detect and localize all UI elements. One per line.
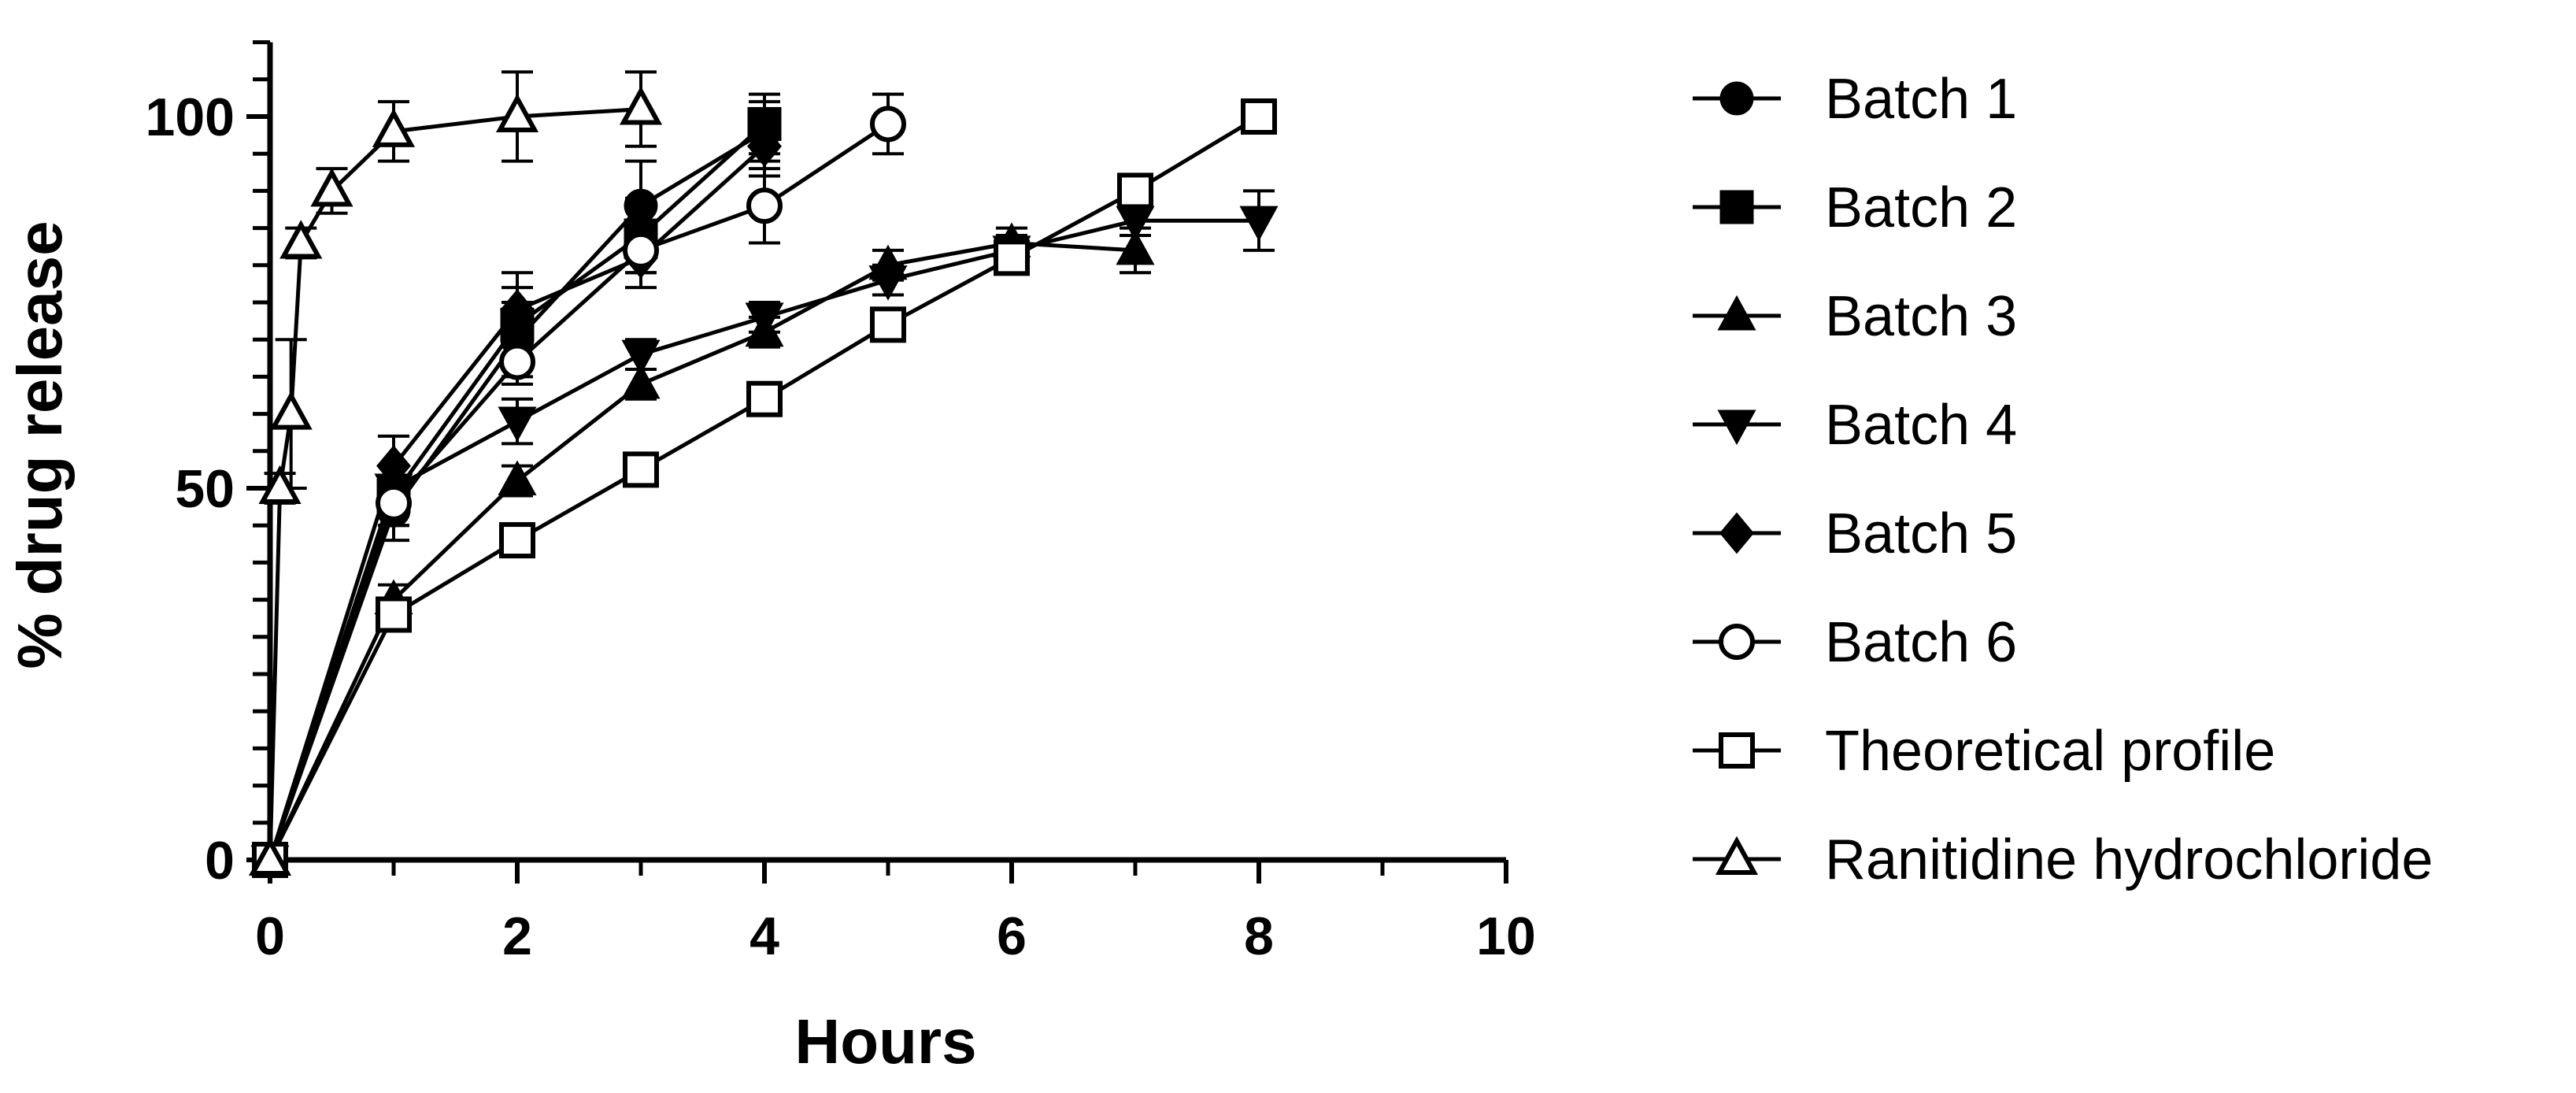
data-point — [495, 93, 539, 132]
legend-item: Batch 4 — [1693, 394, 2017, 457]
data-point — [994, 239, 1030, 276]
legend-label: Batch 3 — [1825, 285, 2017, 348]
data-point — [1241, 98, 1277, 135]
legend-marker — [1719, 81, 1754, 116]
data-point — [621, 363, 661, 399]
legend-item: Batch 2 — [1693, 176, 2017, 239]
data-point — [746, 187, 783, 224]
legend-label: Batch 4 — [1825, 394, 2017, 457]
data-point — [621, 339, 661, 376]
data-point — [499, 522, 535, 559]
data-point — [746, 380, 783, 417]
data-point — [619, 86, 663, 125]
legend-label: Batch 2 — [1825, 176, 2017, 239]
data-point — [745, 302, 784, 338]
data-point — [1116, 229, 1155, 265]
legend-marker — [1715, 835, 1759, 875]
data-point — [623, 232, 659, 269]
data-point — [498, 460, 537, 496]
data-point — [870, 106, 906, 143]
data-point — [870, 306, 906, 343]
series-line — [268, 144, 766, 861]
legend-marker — [1719, 190, 1754, 224]
x-tick-label: 0 — [255, 906, 285, 966]
legend-marker — [1719, 512, 1754, 554]
data-point — [868, 265, 908, 301]
series-6 — [252, 92, 906, 878]
legend-marker — [1717, 409, 1756, 446]
y-tick-label: 50 — [175, 459, 235, 519]
legend-label: Batch 5 — [1825, 502, 2017, 565]
legend-marker — [1717, 295, 1756, 331]
legend-label: Ranitidine hydrochloride — [1825, 828, 2433, 891]
legend-marker — [1719, 624, 1755, 660]
x-tick-label: 2 — [502, 906, 532, 966]
series-line — [268, 240, 1136, 861]
series-3 — [250, 222, 1155, 875]
data-point — [623, 451, 659, 488]
x-tick-label: 4 — [749, 906, 779, 966]
data-point — [376, 484, 412, 521]
series-8 — [248, 70, 663, 876]
legend-label: Batch 6 — [1825, 611, 2017, 674]
data-point — [499, 343, 535, 380]
y-tick-label: 0 — [205, 831, 235, 891]
data-point — [376, 596, 412, 633]
legend-item: Batch 3 — [1693, 285, 2017, 348]
data-point — [279, 220, 323, 259]
data-point — [1239, 206, 1279, 242]
data-point — [372, 108, 416, 147]
axes: 0 50 100 0 2 4 6 8 10 — [146, 40, 1536, 966]
data-point — [1117, 172, 1153, 209]
x-tick-label: 8 — [1244, 906, 1274, 966]
x-axis-title: Hours — [794, 1006, 976, 1076]
y-tick-label: 100 — [146, 87, 235, 147]
legend-item: Batch 5 — [1693, 502, 2017, 565]
data-point — [500, 289, 535, 331]
data-point — [258, 465, 302, 504]
legend-item: Theoretical profile — [1693, 720, 2275, 783]
x-tick-label: 6 — [997, 906, 1027, 966]
legend-label: Theoretical profile — [1825, 720, 2275, 783]
legend-item: Batch 1 — [1693, 68, 2017, 131]
legend-marker — [1719, 732, 1755, 769]
data-point — [310, 168, 353, 207]
y-axis-title: % drug release — [5, 220, 75, 669]
legend-item: Ranitidine hydrochloride — [1693, 828, 2433, 891]
legend-item: Batch 6 — [1693, 611, 2017, 674]
series-4 — [250, 189, 1279, 881]
legend: Batch 1 Batch 2 Batch 3 Batch 4 Batch 5 Batch… — [1693, 68, 2433, 891]
data-point — [248, 836, 292, 876]
series-layer — [248, 70, 1279, 881]
legend-label: Batch 1 — [1825, 68, 2017, 131]
data-point — [269, 391, 313, 430]
x-tick-label: 10 — [1476, 906, 1536, 966]
series-line — [268, 122, 890, 861]
data-point — [498, 406, 537, 443]
series-5 — [253, 115, 782, 881]
data-point — [747, 125, 782, 168]
